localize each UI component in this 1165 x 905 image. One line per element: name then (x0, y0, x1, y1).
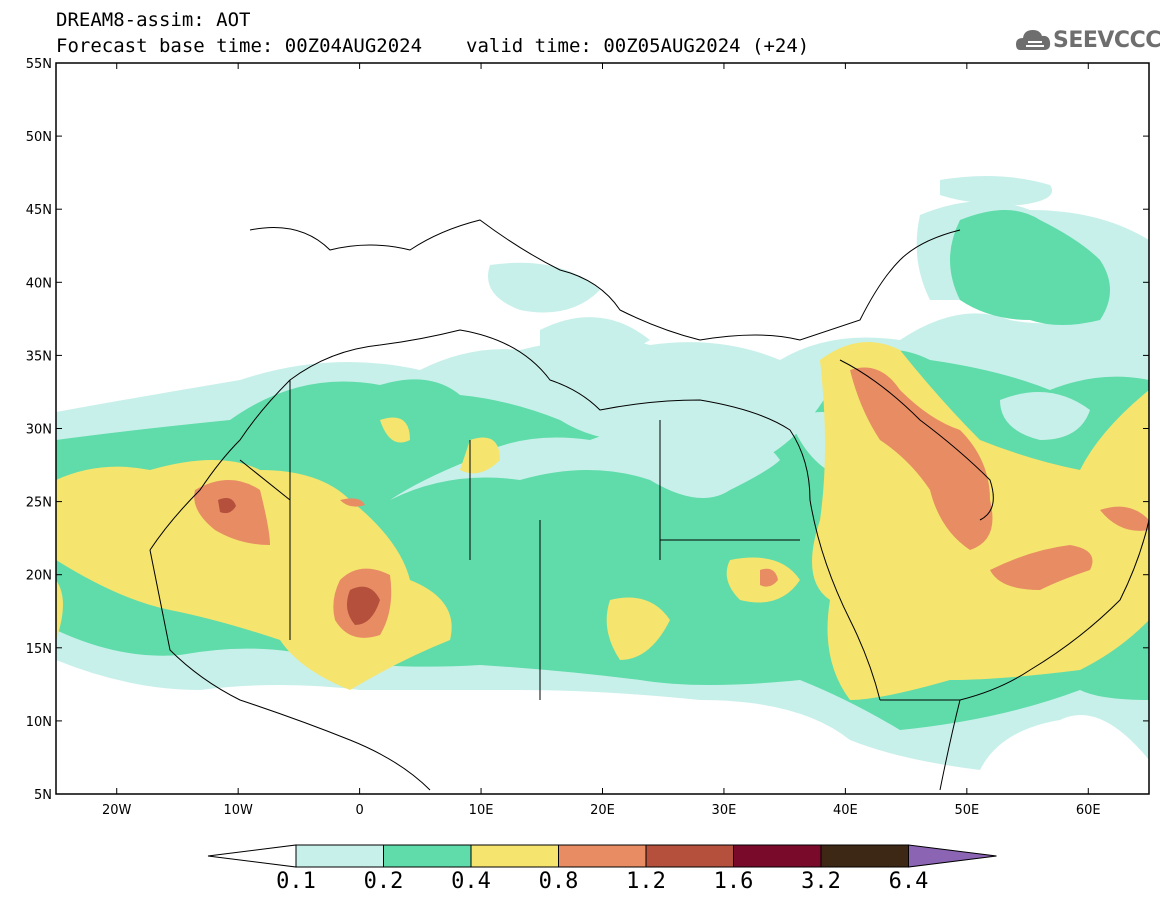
lat-tick-label: 20N (26, 569, 52, 584)
lon-tick-label: 20W (102, 803, 132, 818)
lon-tick-labels: 20W 10W 0 10E 20E 30E 40E 50E 60E (102, 63, 1101, 818)
colorbar-high-arrow (908, 844, 997, 868)
colorbar-label: 1.6 (713, 869, 754, 894)
aot-band-1.2 (218, 498, 380, 625)
lon-tick-label: 50E (954, 803, 979, 818)
lon-tick-label: 20E (590, 803, 615, 818)
colorbar-segment (470, 844, 559, 868)
colorbar-label: 0.4 (451, 869, 491, 894)
colorbar (207, 844, 997, 868)
lat-tick-label: 10N (26, 715, 52, 730)
cloud-icon (1016, 30, 1051, 50)
colorbar-label: 1.2 (626, 869, 666, 894)
aot-fields (56, 176, 1149, 770)
lon-tick-label: 10W (223, 803, 253, 818)
forecast-times: Forecast base time: 00Z04AUG2024 valid ti… (56, 36, 809, 56)
colorbar-label: 6.4 (888, 869, 929, 894)
colorbar-segment (733, 844, 822, 868)
colorbar-label: 0.8 (538, 869, 579, 894)
lat-tick-label: 55N (26, 57, 52, 72)
colorbar-label: 3.2 (801, 869, 841, 894)
base-time: Forecast base time: 00Z04AUG2024 (56, 35, 423, 57)
lat-tick-label: 5N (34, 788, 52, 803)
lat-tick-label: 15N (26, 642, 52, 657)
lat-tick-labels: 55N 50N 45N 40N 35N 30N 25N 20N 15N 10N 5N (26, 57, 1149, 803)
coastlines (149, 219, 1149, 791)
lon-tick-label: 30E (712, 803, 737, 818)
logo-text: SEEVCCC (1053, 28, 1161, 53)
colorbar-segment (383, 844, 472, 868)
lat-tick-label: 35N (26, 349, 52, 364)
lon-tick-label: 40E (833, 803, 858, 818)
colorbar-label: 0.1 (276, 869, 316, 894)
map-title: DREAM8-assim: AOT (56, 9, 251, 31)
colorbar-segment (295, 844, 384, 868)
colorbar-low-arrow (207, 844, 297, 868)
lat-tick-label: 25N (26, 496, 52, 511)
colorbar-segment (820, 844, 909, 868)
lon-tick-label: 60E (1076, 803, 1101, 818)
lat-tick-label: 50N (26, 130, 52, 145)
lon-tick-label: 10E (469, 803, 494, 818)
valid-time: valid time: 00Z05AUG2024 (+24) (466, 35, 810, 57)
lat-tick-label: 40N (26, 276, 52, 291)
colorbar-label: 0.2 (363, 869, 404, 894)
colorbar-segment (645, 844, 734, 868)
lat-tick-label: 30N (26, 423, 52, 438)
lon-tick-label: 0 (355, 803, 363, 818)
colorbar-segment (558, 844, 647, 868)
lat-tick-label: 45N (26, 203, 52, 218)
